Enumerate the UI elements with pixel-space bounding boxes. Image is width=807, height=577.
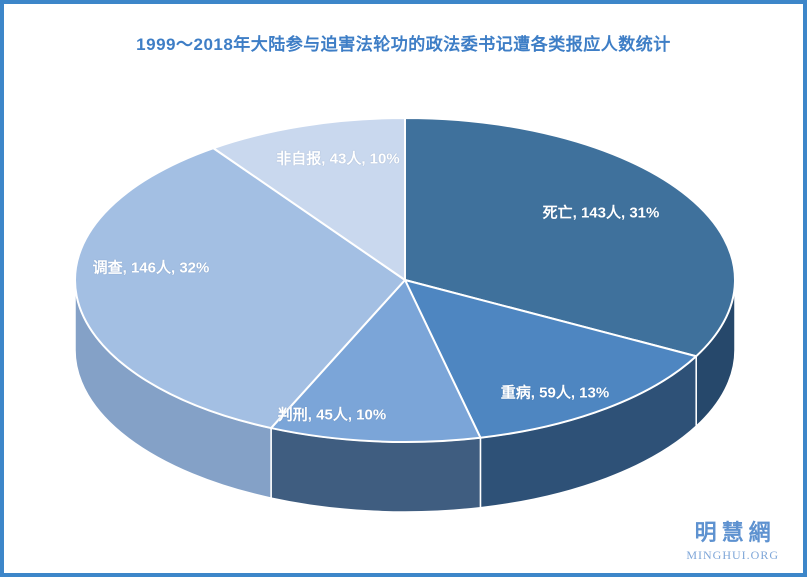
pie-slice-top-1 bbox=[404, 279, 698, 439]
pie-slice-top-0 bbox=[404, 117, 736, 358]
pie-slice-top-2 bbox=[270, 279, 482, 443]
pie-slice-top-3 bbox=[74, 147, 406, 430]
slice-label-investigated: 调查, 146人, 32% bbox=[92, 259, 210, 277]
watermark-cjk-text: 明慧網 bbox=[694, 520, 776, 545]
slice-label-non-self-reported: 非自报, 43人, 10% bbox=[276, 150, 400, 168]
watermark-latin-text: MINGHUI.ORG bbox=[686, 548, 779, 562]
chart-title: 1999～2018年大陆参与迫害法轮功的政法委书记遭各类报应人数统计 bbox=[136, 35, 671, 54]
minghui-watermark: 明慧網 MINGHUI.ORG bbox=[686, 515, 779, 563]
pie-slice-top-4 bbox=[212, 117, 406, 281]
slice-label-death: 死亡, 143人, 31% bbox=[542, 204, 660, 222]
slice-label-sentenced: 判刑, 45人, 10% bbox=[277, 406, 387, 424]
slice-label-serious-illness: 重病, 59人, 13% bbox=[500, 384, 610, 402]
